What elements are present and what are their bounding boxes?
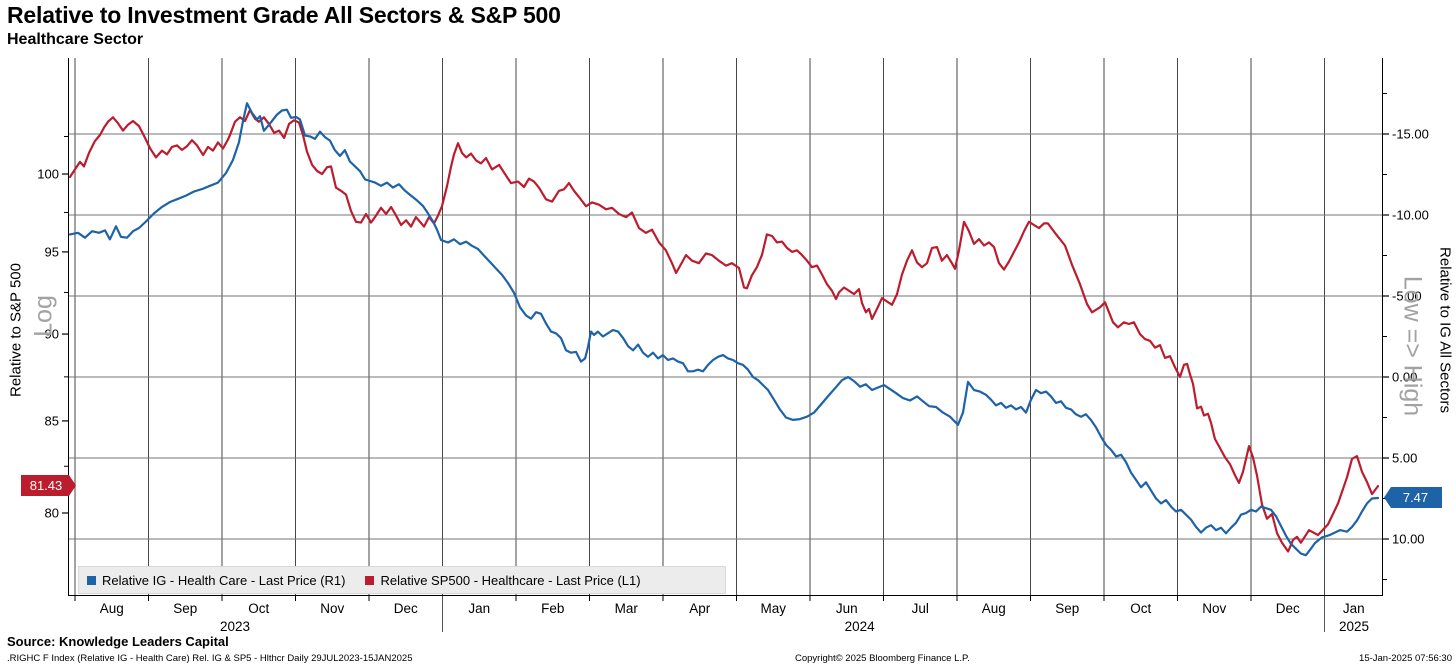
log-scale-label: Log <box>29 295 58 337</box>
month-label: May <box>760 601 786 616</box>
legend-swatch-blue-icon <box>87 575 96 585</box>
right-tick-label: 10.00 <box>1392 532 1425 547</box>
legend-swatch-red-icon <box>365 575 375 585</box>
month-label: Jun <box>836 601 858 616</box>
year-label: 2025 <box>1339 619 1369 634</box>
month-label: Dec <box>394 601 418 616</box>
legend-label: Relative IG - Health Care - Last Price (… <box>102 572 346 588</box>
month-label: Mar <box>615 601 639 616</box>
month-label: Jan <box>1343 601 1365 616</box>
left-axis-title: Relative to S&P 500 <box>7 263 25 397</box>
series-line-sp500 <box>68 108 1380 553</box>
timestamp-text: 15-Jan-2025 07:56:30 <box>1359 653 1452 664</box>
year-label: 2023 <box>220 619 250 634</box>
last-price-badge-sp500: 81.43 <box>21 475 76 496</box>
legend-label: Relative SP500 - Healthcare - Last Price… <box>380 572 641 588</box>
legend-entry-ig-healthcare: Relative IG - Health Care - Last Price (… <box>87 573 345 588</box>
legend-entry-sp500-healthcare: Relative SP500 - Healthcare - Last Price… <box>365 572 641 588</box>
month-label: Nov <box>1202 601 1226 616</box>
month-label: Jul <box>912 601 929 616</box>
legend: Relative IG - Health Care - Last Price (… <box>78 566 726 594</box>
month-label: Oct <box>1130 601 1151 616</box>
month-label: Jan <box>468 601 490 616</box>
month-label: Dec <box>1276 601 1300 616</box>
source-text: Source: Knowledge Leaders Capital <box>7 634 229 649</box>
last-price-badge-ig: 7.47 <box>1384 487 1442 508</box>
left-tick-label: 95 <box>45 244 59 259</box>
left-tick-label: 85 <box>45 413 59 428</box>
month-label: Apr <box>689 601 711 616</box>
month-label: Oct <box>248 601 269 616</box>
right-tick-label: 5.00 <box>1392 451 1417 466</box>
month-label: Aug <box>982 601 1006 616</box>
month-label: Feb <box>541 601 564 616</box>
right-axis-title: Relative to IG All Sectors <box>1436 247 1454 413</box>
page-title: Relative to Investment Grade All Sectors… <box>7 2 561 28</box>
right-tick-label: -15.00 <box>1392 127 1429 142</box>
low-high-annotation: Low => High <box>1398 275 1427 417</box>
page-subtitle: Healthcare Sector <box>7 31 144 48</box>
left-tick-label: 100 <box>37 167 59 182</box>
month-label: Aug <box>100 601 124 616</box>
month-label: Nov <box>320 601 344 616</box>
month-label: Sep <box>1055 601 1079 616</box>
month-label: Sep <box>173 601 197 616</box>
left-tick-label: 80 <box>45 505 59 520</box>
right-tick-label: -10.00 <box>1392 208 1429 223</box>
year-label: 2024 <box>845 619 876 634</box>
index-note-text: .RIGHC F Index (Relative IG - Health Car… <box>7 653 413 664</box>
chart-canvas: Aug Sep Oct Nov Dec Jan Feb Mar Apr May Jun Jul Aug S… <box>37 58 1429 634</box>
copyright-text: Copyright© 2025 Bloomberg Finance L.P. <box>795 653 970 664</box>
series-line-ig <box>68 102 1380 557</box>
